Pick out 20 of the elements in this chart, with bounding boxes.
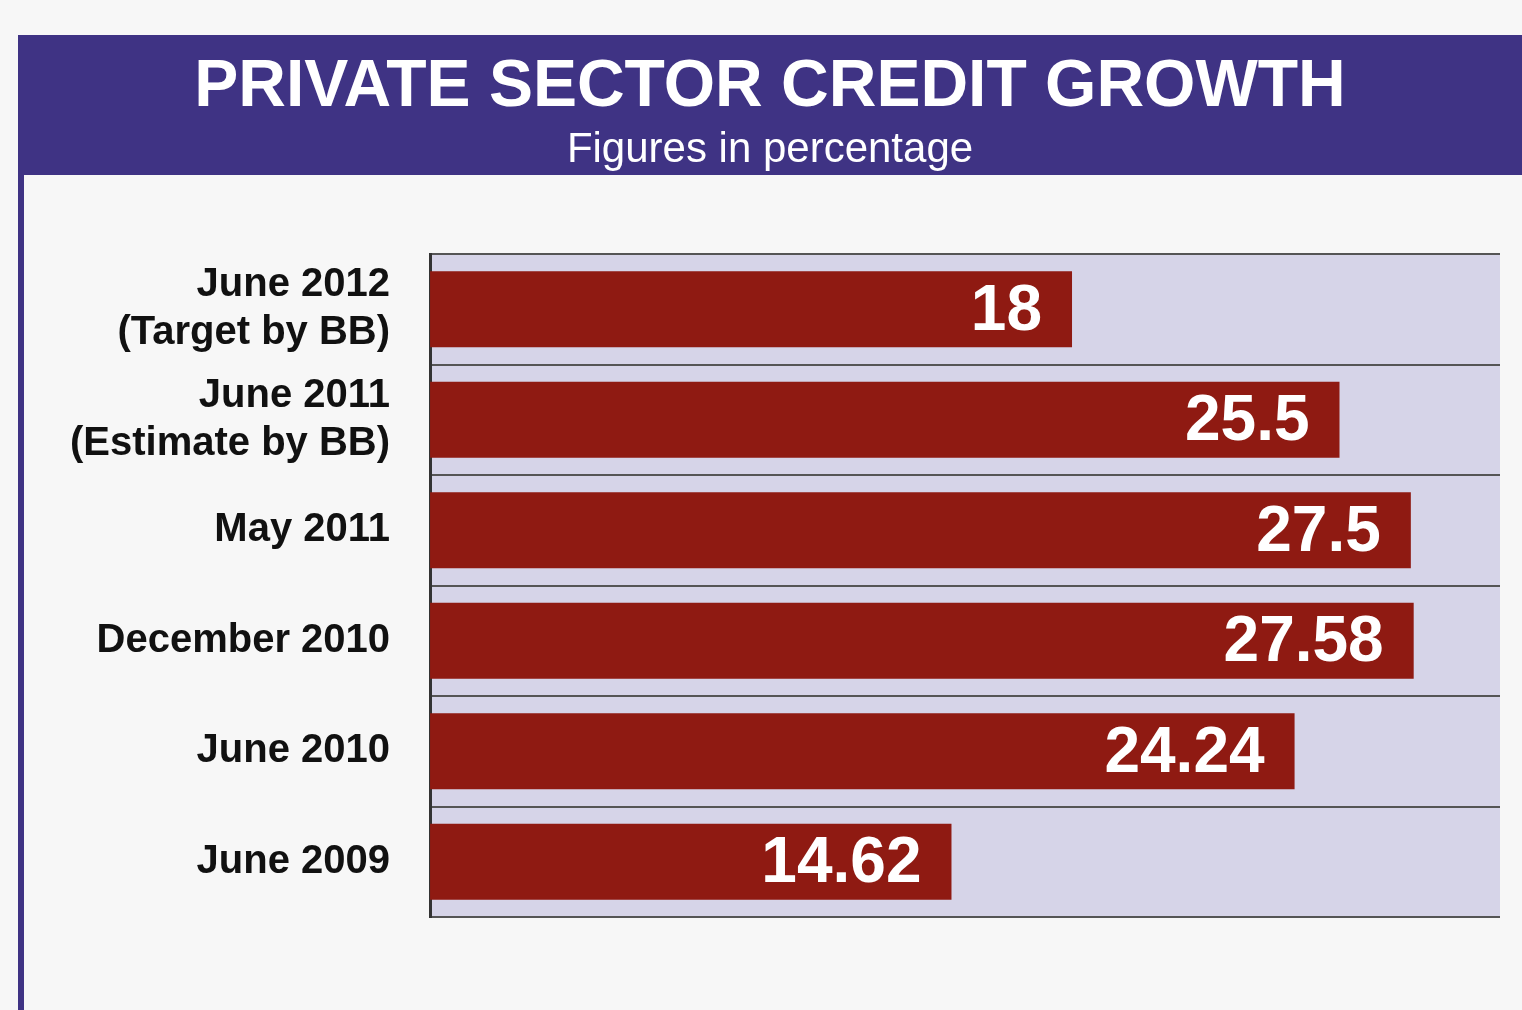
data-label: 27.58	[1223, 603, 1384, 676]
bar	[430, 271, 1073, 348]
y-tick-label: June 2011 (Estimate by BB)	[70, 370, 391, 463]
y-tick-label: June 2009	[196, 836, 391, 881]
bar	[430, 713, 1295, 790]
y-tick-label: June 2010	[196, 726, 391, 771]
chart-title: PRIVATE SECTOR CREDIT GROWTH	[193, 45, 1347, 122]
y-tick-label: December 2010	[96, 615, 391, 660]
bar	[430, 823, 952, 900]
y-tick-label: May 2011	[214, 505, 391, 550]
chart-subtitle: Figures in percentage	[565, 124, 975, 171]
data-label: 24.24	[1104, 713, 1265, 786]
data-label: 27.5	[1256, 492, 1381, 565]
bar	[430, 602, 1414, 679]
y-tick-label: June 2012 (Target by BB)	[117, 260, 391, 353]
data-label: 25.5	[1184, 382, 1310, 455]
data-label: 14.62	[761, 824, 922, 897]
bar	[430, 492, 1411, 569]
data-label: 18	[970, 271, 1043, 344]
bar	[430, 381, 1340, 458]
